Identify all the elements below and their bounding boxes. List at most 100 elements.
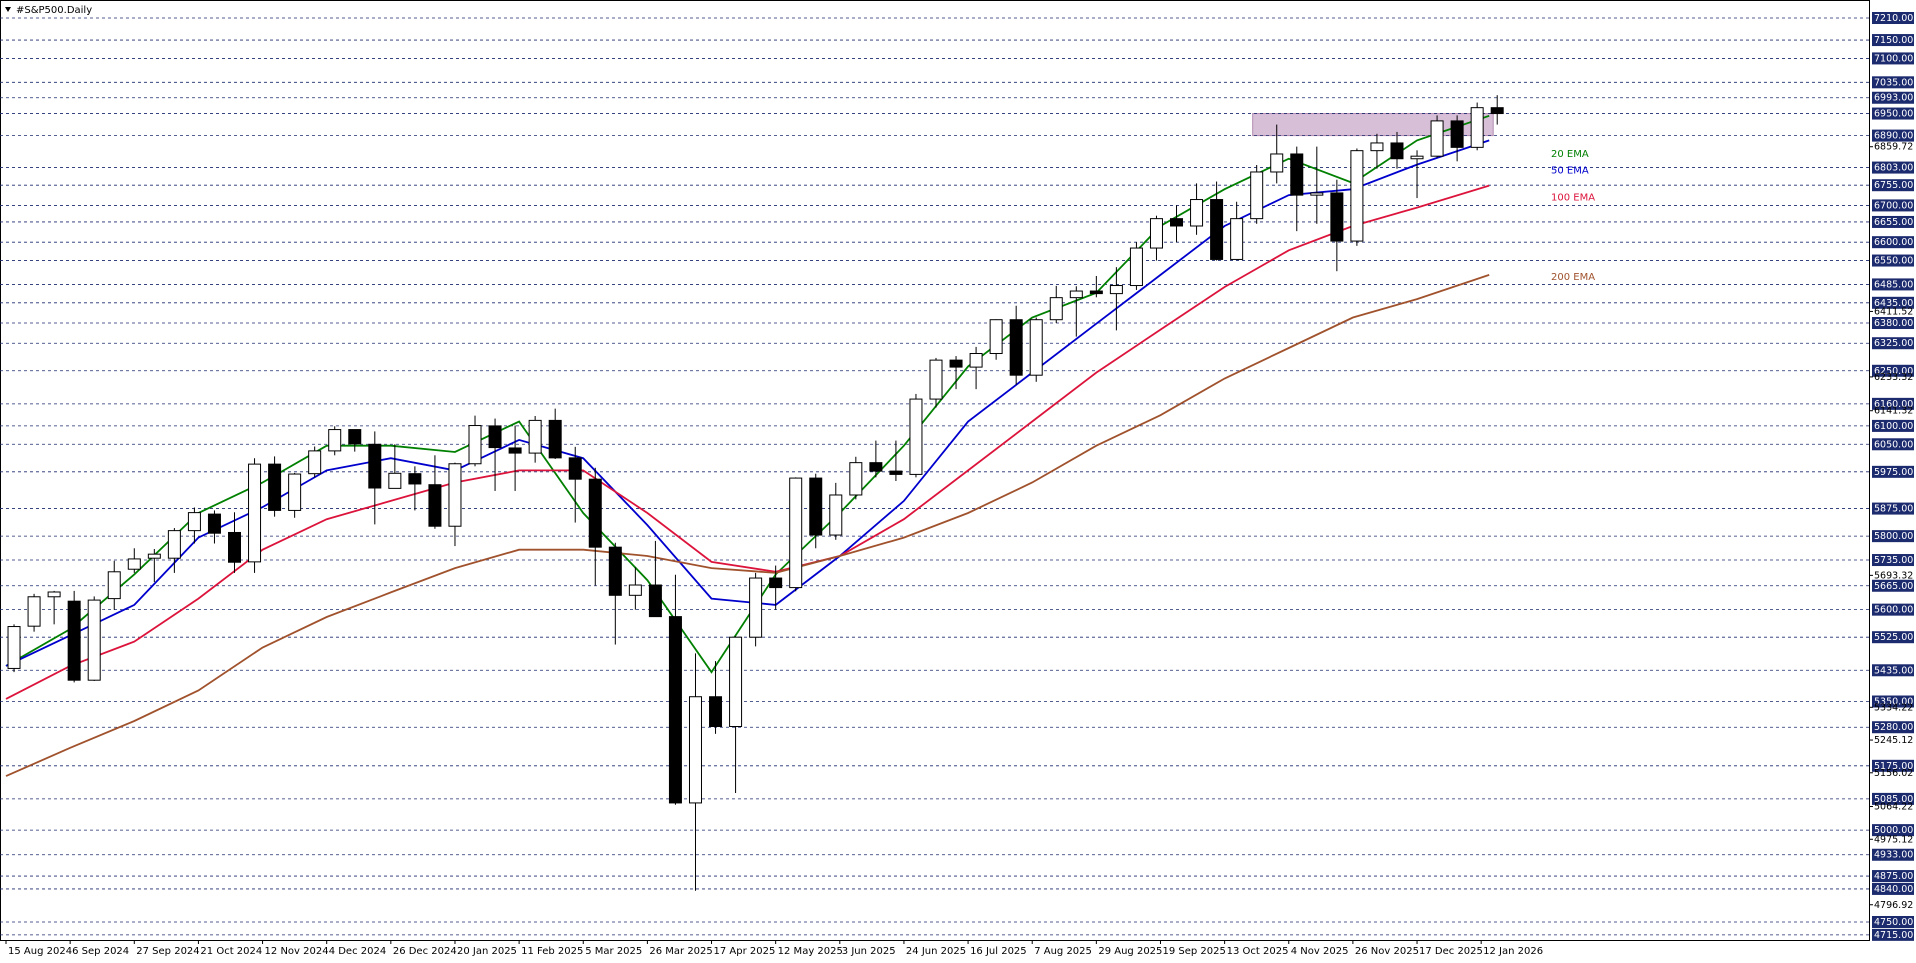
level-label-bg	[1872, 296, 1914, 309]
x-tick-label: 4 Nov 2025	[1291, 946, 1349, 957]
candle-body	[849, 462, 863, 496]
candle-body	[929, 359, 943, 400]
level-label-bg	[1872, 870, 1914, 883]
candle-body	[1430, 120, 1444, 157]
ema-label: 20 EMA	[1551, 149, 1589, 160]
y-tick-label: 5156.02	[1874, 768, 1913, 779]
candle-body	[1109, 285, 1123, 295]
level-label: 5350.00	[1874, 697, 1913, 708]
candle-body	[989, 319, 1003, 355]
level-label-bg	[1872, 317, 1914, 330]
candle-body	[1490, 107, 1504, 115]
candle-body	[348, 429, 362, 445]
candle-body	[27, 596, 41, 627]
y-tick-label: 5064.22	[1874, 802, 1913, 813]
menu-arrow[interactable]	[5, 7, 11, 12]
candle-body	[47, 591, 61, 598]
level-label-bg	[1872, 52, 1914, 65]
candle-body	[1049, 297, 1063, 321]
level-label-bg	[1872, 915, 1914, 928]
candle-body	[328, 429, 342, 452]
ema-label: 100 EMA	[1551, 193, 1595, 204]
candle-body	[187, 512, 201, 532]
level-label: 6380.00	[1874, 318, 1913, 329]
candle-body	[769, 577, 783, 589]
candle-body	[1270, 153, 1284, 173]
level-label-bg	[1872, 465, 1914, 478]
y-tick-label: 5334.22	[1874, 702, 1913, 713]
y-tick-label: 4975.12	[1874, 834, 1913, 845]
candle-body	[1310, 192, 1324, 196]
level-label: 5435.00	[1874, 665, 1913, 676]
candle-body	[147, 553, 161, 559]
level-label-bg	[1872, 236, 1914, 249]
candle-body	[688, 696, 702, 804]
level-label-bg	[1872, 337, 1914, 350]
x-tick-label: 17 Dec 2025	[1419, 946, 1483, 957]
level-label: 5000.00	[1874, 825, 1913, 836]
level-label: 5280.00	[1874, 722, 1913, 733]
level-label: 4715.00	[1874, 930, 1913, 941]
candle-body	[668, 616, 682, 804]
ema-label: 50 EMA	[1551, 165, 1589, 176]
candle-body	[1370, 142, 1384, 152]
x-tick-label: 21 Oct 2024	[200, 946, 262, 957]
level-label-bg	[1872, 603, 1914, 616]
candle-body	[1210, 199, 1224, 260]
x-tick-label: 12 Nov 2024	[265, 946, 329, 957]
level-label: 5975.00	[1874, 467, 1913, 478]
level-label-bg	[1872, 824, 1914, 837]
candle-body	[829, 494, 843, 536]
candle-body	[729, 636, 743, 727]
y-tick-label: 6233.32	[1874, 372, 1913, 383]
candle-body	[408, 473, 422, 485]
x-tick-label: 3 Jun 2025	[842, 946, 896, 957]
level-label: 5600.00	[1874, 605, 1913, 616]
level-label: 6950.00	[1874, 109, 1913, 120]
candle-body	[67, 600, 81, 681]
x-tick-label: 29 Aug 2025	[1098, 946, 1162, 957]
y-tick-label: 6141.32	[1874, 406, 1913, 417]
y-tick-label: 5245.12	[1874, 735, 1913, 746]
candle-body	[448, 463, 462, 527]
candle-body	[1129, 247, 1143, 287]
x-tick-label: 6 Sep 2024	[72, 946, 129, 957]
candle-body	[749, 577, 763, 638]
level-label-bg	[1872, 91, 1914, 104]
level-label: 6700.00	[1874, 200, 1913, 211]
level-label: 4875.00	[1874, 871, 1913, 882]
level-label-bg	[1872, 199, 1914, 212]
level-label-bg	[1872, 882, 1914, 895]
candle-body	[1330, 192, 1344, 242]
level-label-bg	[1872, 759, 1914, 772]
candle-body	[468, 425, 482, 465]
level-label: 6325.00	[1874, 338, 1913, 349]
candle-body	[428, 484, 442, 527]
candle-body	[248, 463, 262, 563]
candle-body	[608, 546, 622, 596]
candle-body	[1149, 218, 1163, 249]
candle-body	[1410, 155, 1424, 160]
level-label: 6435.00	[1874, 298, 1913, 309]
candle-body	[588, 478, 602, 548]
candle-body	[7, 626, 21, 669]
candle-body	[1029, 319, 1043, 376]
level-label-bg	[1872, 438, 1914, 451]
candle-body	[528, 419, 542, 454]
level-label-bg	[1872, 928, 1914, 941]
level-label-bg	[1872, 631, 1914, 644]
x-tick-label: 4 Dec 2024	[329, 946, 387, 957]
candle-body	[628, 584, 642, 596]
x-tick-label: 19 Sep 2025	[1162, 946, 1225, 957]
level-label-bg	[1872, 278, 1914, 291]
level-label: 6655.00	[1874, 217, 1913, 228]
level-label: 6160.00	[1874, 399, 1913, 410]
x-tick-label: 24 Jun 2025	[906, 946, 966, 957]
y-tick-label: 6411.52	[1874, 306, 1913, 317]
level-label-bg	[1872, 364, 1914, 377]
candle-body	[1350, 150, 1364, 242]
level-label: 5085.00	[1874, 794, 1913, 805]
candle-body	[1250, 171, 1264, 220]
level-label-bg	[1872, 12, 1914, 25]
candle-body	[1009, 319, 1023, 376]
